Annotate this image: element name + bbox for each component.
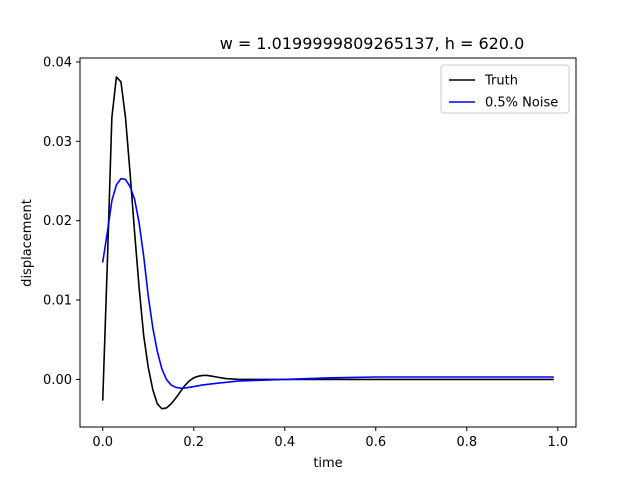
x-axis-label: time — [313, 456, 342, 471]
y-tick-label: 0.03 — [43, 135, 72, 150]
y-tick-label: 0.01 — [43, 294, 72, 309]
legend-box — [440, 64, 570, 114]
series-line-0-5-noise — [101, 177, 555, 389]
x-tick-label: 0.4 — [274, 435, 295, 450]
y-axis-label: displacement — [20, 199, 35, 287]
chart-title: w = 1.0199999809265137, h = 620.0 — [220, 34, 525, 53]
axes-layer: 0.0 0.2 0.4 0.6 0.8 1.0 0.00 0.01 0.02 0.03 0.04 — [43, 55, 577, 450]
legend-label-truth: Truth — [484, 74, 518, 89]
legend: Truth 0.5% Noise — [440, 64, 570, 114]
y-tick-label: 0.04 — [43, 55, 72, 70]
x-tick-label: 0.2 — [183, 435, 204, 450]
plot-frame — [79, 57, 577, 428]
legend-label-0-5-noise: 0.5% Noise — [485, 96, 558, 111]
y-tick-label: 0.02 — [43, 214, 72, 229]
x-tick-label: 0.8 — [456, 435, 477, 450]
x-tick-label: 1.0 — [547, 435, 568, 450]
x-tick-label: 0.0 — [92, 435, 113, 450]
y-tick-label: 0.00 — [43, 373, 72, 388]
series-layer — [101, 76, 555, 410]
x-tick-label: 0.6 — [365, 435, 386, 450]
